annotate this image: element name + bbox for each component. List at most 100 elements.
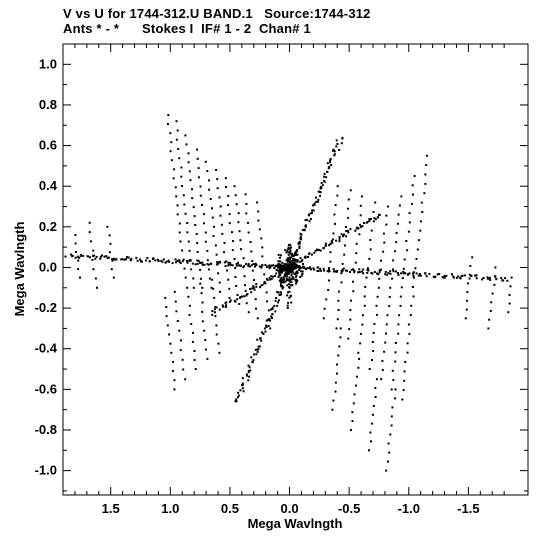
uv-point — [215, 333, 218, 336]
uv-point — [139, 258, 142, 261]
uv-point — [242, 390, 245, 393]
uv-point — [287, 253, 290, 256]
uv-point — [425, 275, 428, 278]
uv-point — [490, 301, 493, 304]
uv-point — [353, 271, 356, 274]
uv-point — [178, 231, 181, 234]
uv-point — [318, 249, 321, 251]
uv-point — [216, 261, 219, 264]
uv-point — [211, 207, 213, 210]
uv-point — [265, 324, 268, 327]
uv-point — [176, 259, 179, 262]
uv-point — [194, 368, 197, 370]
uv-point — [506, 279, 509, 282]
uv-point — [336, 143, 339, 145]
uv-point — [203, 263, 206, 266]
uv-point — [255, 285, 258, 288]
uv-point — [281, 278, 284, 281]
uv-point — [296, 260, 299, 263]
uv-point — [328, 267, 331, 270]
uv-point — [223, 261, 226, 264]
uv-point — [250, 291, 253, 294]
uv-point — [258, 228, 261, 231]
uv-point — [371, 341, 374, 343]
uv-point — [282, 276, 285, 279]
uv-point — [190, 322, 193, 325]
uv-point — [284, 272, 287, 275]
uv-point — [190, 268, 193, 271]
uv-point — [176, 320, 179, 322]
uv-point — [136, 259, 139, 262]
uv-point — [175, 310, 178, 313]
uv-point — [370, 272, 373, 274]
uv-point — [390, 424, 393, 427]
uv-point — [287, 264, 290, 267]
uv-point — [281, 267, 284, 270]
uv-point — [308, 213, 311, 216]
uv-point — [217, 261, 220, 264]
uv-point — [402, 267, 405, 270]
uv-point — [95, 255, 98, 258]
uv-point — [286, 267, 289, 270]
uv-point — [201, 286, 204, 289]
uv-point — [362, 268, 365, 271]
uv-point — [279, 260, 282, 263]
uv-point — [291, 252, 294, 255]
uv-point — [245, 302, 248, 305]
uv-point — [74, 256, 77, 259]
uv-point — [319, 191, 322, 194]
uv-point — [214, 244, 217, 247]
uv-point — [335, 145, 338, 148]
uv-point — [371, 413, 374, 416]
uv-point — [335, 327, 338, 330]
uv-point — [400, 286, 403, 289]
x-tick-label: 0.0 — [280, 501, 298, 516]
uv-point — [316, 249, 318, 252]
uv-point — [410, 304, 413, 307]
uv-point — [306, 218, 309, 221]
uv-point — [88, 221, 91, 224]
uv-point — [376, 272, 378, 275]
uv-point — [280, 265, 283, 268]
uv-point — [228, 222, 231, 225]
uv-point — [277, 260, 280, 263]
uv-point — [215, 253, 218, 256]
uv-point — [184, 134, 187, 137]
uv-point — [466, 299, 469, 302]
uv-point — [229, 264, 232, 267]
uv-point — [475, 274, 478, 277]
uv-point — [212, 225, 215, 228]
uv-point — [218, 196, 221, 199]
uv-point — [260, 237, 263, 240]
uv-point — [395, 241, 398, 244]
uv-point — [460, 275, 463, 278]
uv-point — [280, 282, 283, 284]
uv-point — [298, 260, 301, 263]
uv-point — [495, 278, 498, 281]
uv-point — [488, 318, 491, 321]
uv-point — [281, 287, 284, 290]
uv-point — [316, 269, 319, 272]
uv-point — [349, 228, 352, 231]
uv-point — [257, 348, 260, 351]
uv-point — [252, 263, 255, 265]
uv-point — [266, 300, 269, 303]
uv-point — [423, 192, 426, 195]
uv-point — [96, 286, 98, 289]
uv-point — [189, 179, 192, 182]
uv-point — [211, 313, 214, 316]
uv-point — [171, 262, 174, 265]
uv-point — [265, 326, 268, 329]
uv-point — [186, 286, 189, 289]
uv-point — [432, 275, 435, 278]
uv-point — [277, 291, 280, 294]
uv-point — [315, 200, 318, 203]
uv-point — [324, 242, 327, 245]
uv-point — [452, 276, 455, 279]
uv-point — [359, 204, 362, 207]
uv-point — [278, 267, 281, 270]
uv-point — [369, 239, 372, 241]
uv-point — [281, 285, 284, 287]
uv-point — [265, 291, 268, 294]
uv-point — [384, 341, 387, 344]
